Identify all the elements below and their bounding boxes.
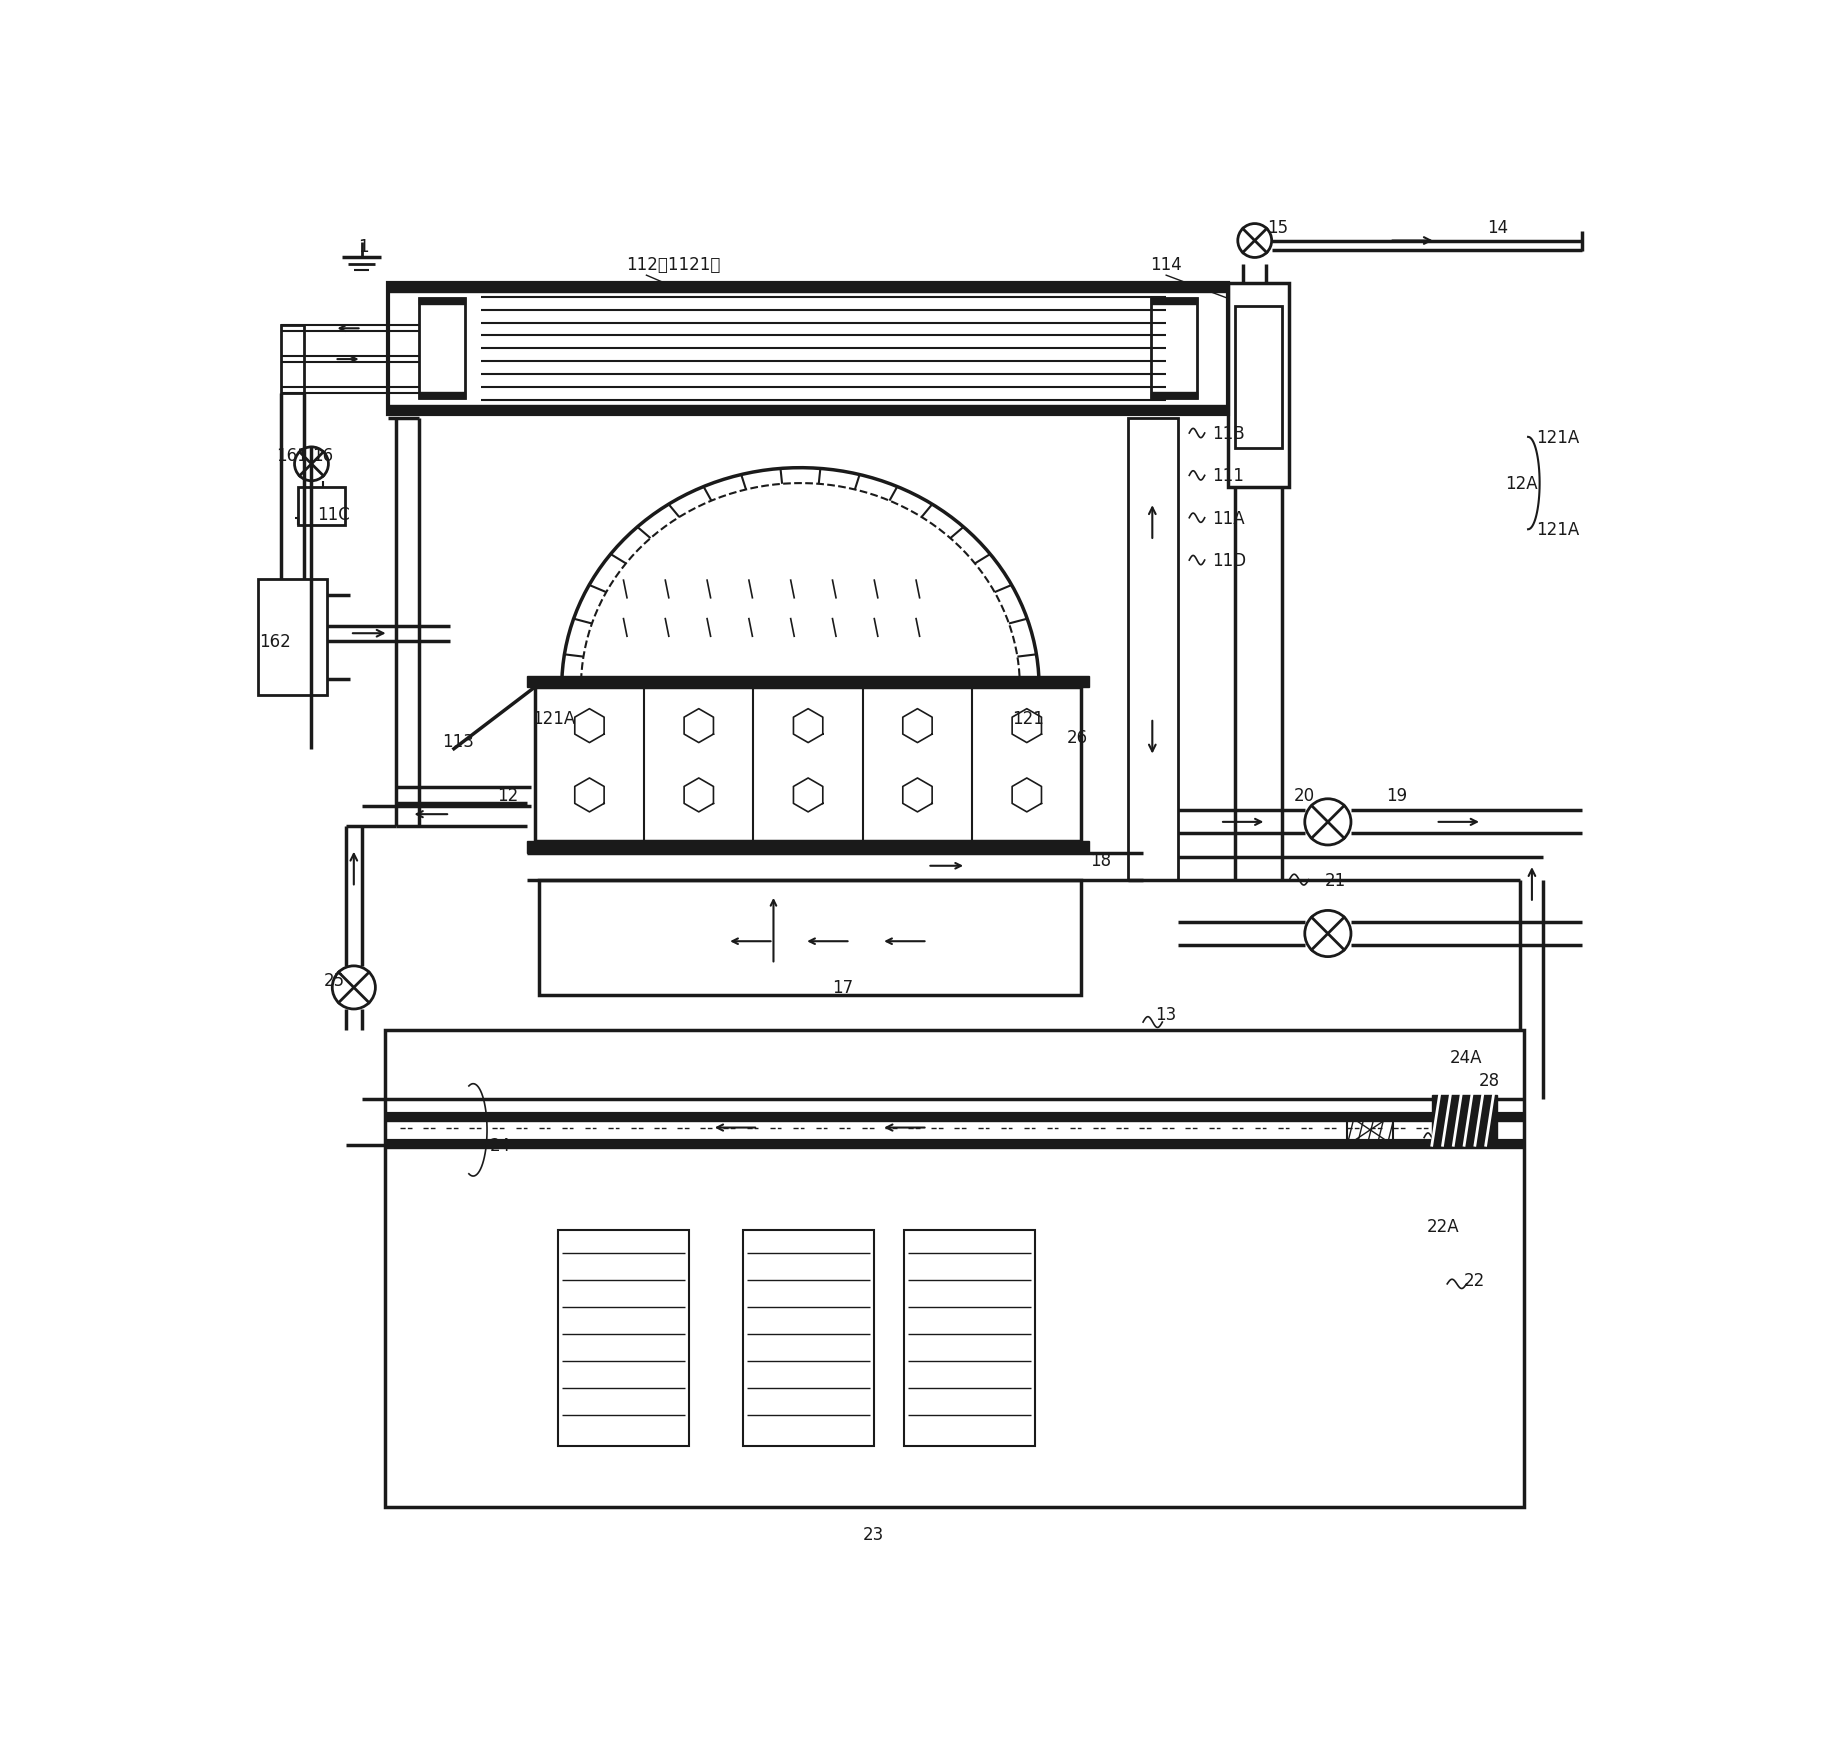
Text: 111: 111 [1212, 467, 1245, 484]
Text: 14: 14 [1486, 219, 1508, 237]
Bar [1151, 298, 1197, 398]
Bar [1236, 307, 1282, 449]
Bar [1348, 1114, 1394, 1146]
Bar [384, 1143, 1525, 1148]
Text: 162: 162 [259, 632, 291, 651]
Bar [419, 298, 465, 398]
Bar [419, 298, 465, 305]
Bar [557, 1230, 690, 1446]
Text: 18: 18 [1091, 851, 1111, 870]
Text: 113: 113 [441, 732, 474, 751]
Text: 26: 26 [1067, 728, 1089, 746]
Text: 17: 17 [833, 979, 853, 997]
Text: 20: 20 [1295, 786, 1315, 804]
Bar [388, 284, 1228, 293]
Text: 11B: 11B [1212, 425, 1245, 442]
Bar [528, 842, 1089, 853]
Text: 21: 21 [1324, 870, 1346, 890]
Text: 121: 121 [1011, 709, 1043, 728]
Text: 11D: 11D [1212, 551, 1247, 570]
Bar [281, 326, 303, 393]
Text: 12A: 12A [1504, 476, 1537, 493]
Text: 12: 12 [497, 786, 519, 804]
Text: 13: 13 [1155, 1006, 1177, 1023]
Text: 22: 22 [1464, 1271, 1484, 1290]
Bar [388, 405, 1228, 414]
Bar [1151, 298, 1197, 305]
Text: 15: 15 [1267, 219, 1289, 237]
Bar [384, 1114, 1525, 1121]
Bar [528, 676, 1089, 688]
Text: 25: 25 [324, 971, 346, 990]
Text: 11A: 11A [1212, 509, 1245, 528]
Bar [1228, 284, 1289, 488]
Bar [905, 1230, 1035, 1446]
Text: 24A: 24A [1451, 1048, 1482, 1065]
Text: 114: 114 [1151, 256, 1182, 274]
Text: 19: 19 [1387, 786, 1407, 804]
Bar [384, 1030, 1525, 1508]
Bar [419, 393, 465, 398]
Bar [257, 579, 327, 695]
Text: 161: 161 [276, 446, 309, 465]
Text: 24: 24 [489, 1137, 511, 1155]
Text: 112（1121）: 112（1121） [627, 256, 721, 274]
Text: 16: 16 [313, 446, 333, 465]
Text: 121A: 121A [1536, 521, 1580, 539]
Text: 121A: 121A [1536, 428, 1580, 446]
Bar [539, 879, 1081, 995]
Bar [743, 1230, 874, 1446]
Bar [1127, 418, 1177, 879]
Text: 27: 27 [1433, 1121, 1455, 1139]
Text: 28: 28 [1479, 1071, 1501, 1090]
Bar [535, 688, 1081, 842]
Text: 121A: 121A [533, 709, 576, 728]
Text: 1: 1 [359, 237, 370, 256]
Text: 22A: 22A [1427, 1218, 1460, 1236]
Text: 23: 23 [862, 1525, 885, 1543]
Text: 11C: 11C [316, 505, 349, 523]
Bar [1151, 393, 1197, 398]
Bar [298, 488, 344, 526]
Bar [1433, 1095, 1497, 1146]
Bar [388, 284, 1228, 414]
